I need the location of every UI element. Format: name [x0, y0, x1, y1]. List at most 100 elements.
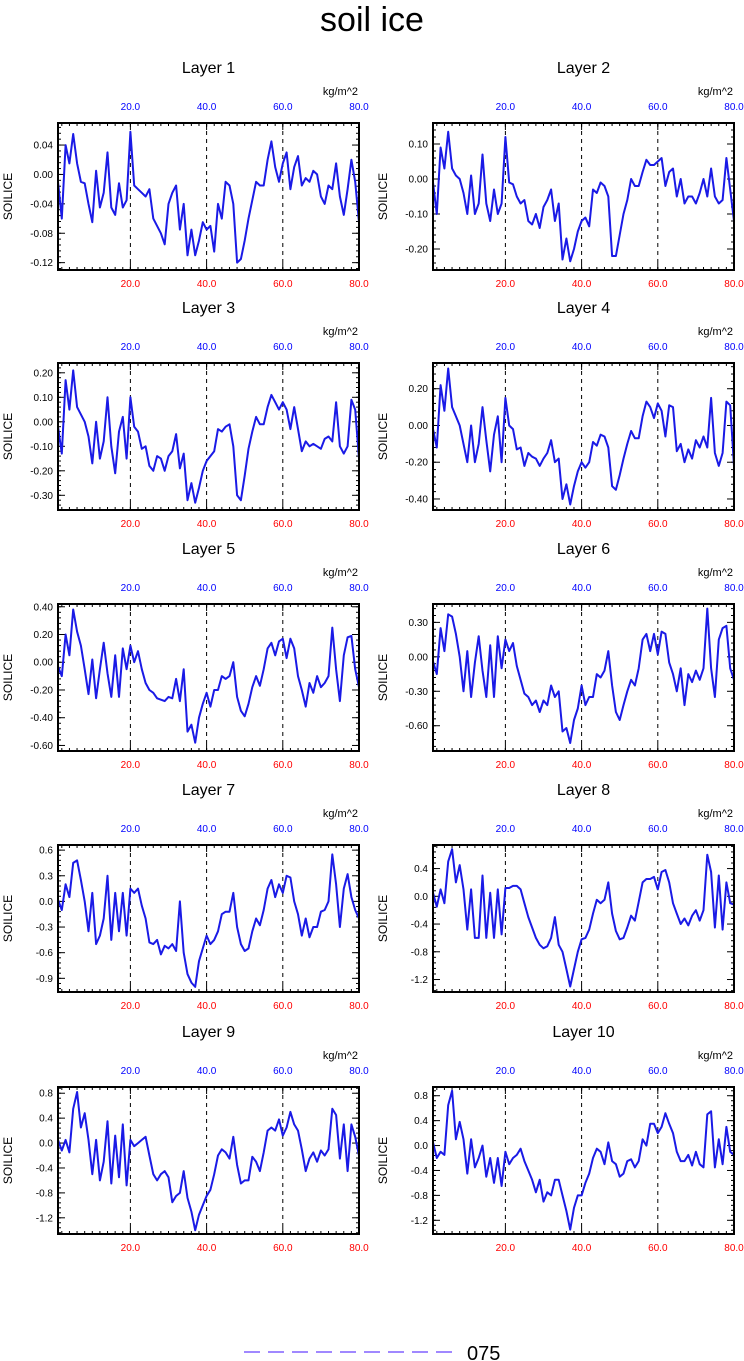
x-tick-label-bottom: 60.0 — [273, 1001, 293, 1012]
x-tick-label-top: 80.0 — [724, 1066, 744, 1077]
units-label: kg/m^2 — [323, 326, 358, 338]
x-tick-label-top: 60.0 — [648, 583, 668, 594]
y-tick-label: 0.20 — [34, 630, 54, 641]
y-tick-label: 0.0 — [39, 897, 53, 908]
x-tick-label-bottom: 80.0 — [724, 279, 744, 290]
x-tick-label-top: 20.0 — [121, 1066, 141, 1077]
x-tick-label-bottom: 20.0 — [121, 519, 141, 530]
y-tick-label: 0.00 — [34, 658, 54, 669]
y-tick-label: 0.8 — [414, 1091, 428, 1102]
x-tick-label-bottom: 20.0 — [496, 1001, 516, 1012]
y-tick-label: -0.8 — [411, 1191, 429, 1202]
series-line — [57, 853, 360, 988]
panel-title: Layer 5 — [182, 541, 235, 558]
y-tick-label: -1.2 — [36, 1213, 54, 1224]
x-tick-label-bottom: 60.0 — [273, 519, 293, 530]
y-tick-label: -1.2 — [411, 975, 429, 986]
y-axis-label: SOILICE — [376, 1137, 390, 1184]
x-tick-label-top: 40.0 — [572, 824, 592, 835]
y-tick-label: -0.60 — [30, 741, 53, 752]
x-tick-label-bottom: 80.0 — [349, 519, 369, 530]
y-tick-label: -0.20 — [405, 458, 428, 469]
x-tick-label-bottom: 40.0 — [572, 760, 592, 771]
x-tick-label-bottom: 40.0 — [197, 279, 217, 290]
legend: 075 — [244, 1343, 500, 1361]
y-axis-label: SOILICE — [376, 413, 390, 460]
x-tick-label-top: 60.0 — [273, 342, 293, 353]
series-line — [432, 367, 735, 506]
y-tick-label: 0.20 — [409, 384, 429, 395]
panel-layer-8: Layer 8 kg/m^2 SOILICE 20.0 20.0 40.0 40.0 60.0… — [376, 782, 744, 1012]
y-tick-label: -0.30 — [405, 687, 428, 698]
plot-frame — [432, 362, 735, 511]
units-label: kg/m^2 — [698, 86, 733, 98]
y-tick-label: -0.20 — [405, 245, 428, 256]
y-tick-label: 0.20 — [34, 368, 54, 379]
y-tick-label: 0.4 — [39, 1114, 53, 1125]
x-tick-label-bottom: 20.0 — [496, 279, 516, 290]
x-tick-label-bottom: 40.0 — [572, 1243, 592, 1254]
y-tick-label: -0.20 — [30, 466, 53, 477]
x-tick-label-bottom: 60.0 — [273, 760, 293, 771]
y-axis-label: SOILICE — [376, 895, 390, 942]
panel-title: Layer 10 — [552, 1024, 614, 1041]
x-tick-label-bottom: 60.0 — [273, 279, 293, 290]
plot-frame — [432, 603, 735, 752]
x-tick-label-bottom: 40.0 — [197, 1243, 217, 1254]
y-tick-label: 0.30 — [409, 618, 429, 629]
y-tick-label: -0.4 — [411, 920, 429, 931]
panel-layer-6: Layer 6 kg/m^2 SOILICE 20.0 20.0 40.0 40.0 60.0… — [376, 541, 744, 771]
plot-frame — [57, 603, 360, 752]
y-tick-label: -0.30 — [30, 491, 53, 502]
x-tick-label-top: 60.0 — [648, 1066, 668, 1077]
x-tick-label-bottom: 80.0 — [724, 519, 744, 530]
y-tick-label: -0.40 — [405, 494, 428, 505]
panel-title: Layer 7 — [182, 782, 235, 799]
y-tick-label: 0.8 — [39, 1089, 53, 1100]
x-tick-label-bottom: 20.0 — [121, 1001, 141, 1012]
x-tick-label-bottom: 80.0 — [349, 1001, 369, 1012]
x-tick-label-bottom: 20.0 — [121, 279, 141, 290]
x-tick-label-bottom: 60.0 — [648, 760, 668, 771]
y-axis-label: SOILICE — [1, 654, 15, 701]
x-tick-label-bottom: 60.0 — [648, 519, 668, 530]
series-line — [57, 1091, 360, 1232]
units-label: kg/m^2 — [698, 567, 733, 579]
x-tick-label-top: 20.0 — [121, 583, 141, 594]
x-tick-label-bottom: 40.0 — [197, 1001, 217, 1012]
y-tick-label: -0.10 — [405, 210, 428, 221]
y-tick-label: 0.0 — [414, 892, 428, 903]
legend-label: 075 — [467, 1343, 500, 1361]
x-tick-label-bottom: 80.0 — [724, 1243, 744, 1254]
x-tick-label-top: 20.0 — [496, 583, 516, 594]
units-label: kg/m^2 — [698, 808, 733, 820]
y-tick-label: 0.00 — [34, 417, 54, 428]
units-label: kg/m^2 — [323, 567, 358, 579]
series-line — [57, 608, 360, 744]
panel-title: Layer 8 — [557, 782, 610, 799]
x-tick-label-top: 40.0 — [572, 342, 592, 353]
panel-layer-10: Layer 10 kg/m^2 SOILICE 20.0 20.0 40.0 40.0 60.… — [376, 1024, 744, 1254]
panel-layer-7: Layer 7 kg/m^2 SOILICE 20.0 20.0 40.0 40.0 60.0… — [1, 782, 369, 1012]
panel-title: Layer 4 — [557, 300, 610, 317]
x-tick-label-bottom: 40.0 — [572, 519, 592, 530]
x-tick-label-bottom: 80.0 — [724, 1001, 744, 1012]
series-line — [432, 1089, 735, 1231]
series-line — [432, 607, 735, 744]
panel-layer-5: Layer 5 kg/m^2 SOILICE 20.0 20.0 40.0 40.0 60.0… — [1, 541, 369, 771]
y-tick-label: 0.10 — [34, 393, 54, 404]
panel-layer-2: Layer 2 kg/m^2 SOILICE 20.0 20.0 40.0 40.0 60.0… — [376, 60, 744, 290]
x-tick-label-top: 20.0 — [121, 102, 141, 113]
y-axis-label: SOILICE — [1, 173, 15, 220]
units-label: kg/m^2 — [698, 326, 733, 338]
units-label: kg/m^2 — [323, 86, 358, 98]
plot-frame — [432, 1086, 735, 1235]
plot-frame — [57, 1086, 360, 1235]
y-tick-label: -0.10 — [30, 442, 53, 453]
y-tick-label: -0.8 — [36, 1188, 54, 1199]
panel-layer-9: Layer 9 kg/m^2 SOILICE 20.0 20.0 40.0 40.0 60.0… — [1, 1024, 369, 1254]
y-axis-label: SOILICE — [376, 173, 390, 220]
units-label: kg/m^2 — [323, 1050, 358, 1062]
x-tick-label-bottom: 40.0 — [197, 519, 217, 530]
x-tick-label-top: 80.0 — [349, 102, 369, 113]
